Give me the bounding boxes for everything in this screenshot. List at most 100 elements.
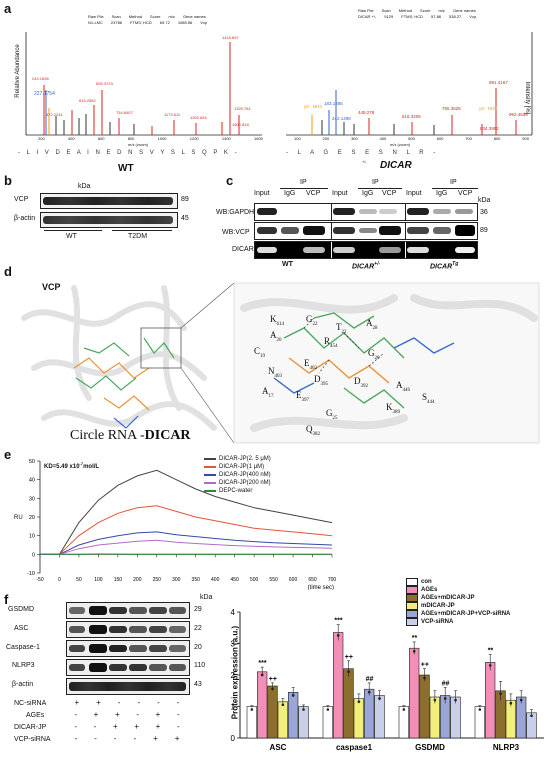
- spr-plot: -10 0 10 20 30 40 50 -50 0 50 100 150 200 250 300 350 40…: [27, 459, 336, 590]
- data-point: [302, 708, 305, 711]
- bar-ytick-label: 4: [231, 608, 236, 617]
- residue-label: K389: [386, 402, 400, 415]
- panel-c-ip-header: IP: [450, 179, 457, 186]
- panel-f-kda-nlrp3: 110: [194, 662, 206, 669]
- treat-sign: +: [114, 710, 120, 719]
- docking-illustration: [21, 282, 540, 444]
- bar-ytick-label: 2: [231, 671, 236, 680]
- xtick: 1000: [157, 136, 167, 141]
- spr-xtick-label: 0: [58, 577, 61, 583]
- xtick: 300: [351, 136, 358, 141]
- legend-text: AGEs+mDICAR-JP: [421, 595, 475, 601]
- treat-sign: -: [133, 734, 137, 743]
- legend-text: AGEs: [421, 587, 438, 593]
- group-sup: +/-: [374, 261, 381, 267]
- spr-xtick-label: 500: [250, 577, 259, 583]
- header-value: FTMS; HCD: [401, 14, 424, 19]
- data-point: [250, 708, 254, 711]
- lane-vcp: VCP: [382, 190, 397, 197]
- spectrum-left-title: WT: [118, 163, 134, 174]
- treat-sign: +: [174, 734, 180, 743]
- data-point: [478, 708, 482, 711]
- legend-swatch: [406, 594, 418, 602]
- residue-label: S444: [422, 392, 435, 405]
- residue-label: N403: [268, 366, 282, 379]
- legend-item: DICAR-JP(1 μM): [204, 463, 271, 471]
- peak-label: 962.4538: [509, 112, 528, 117]
- spr-kd-label: KD=5.49 x10-7mol/L: [44, 461, 100, 470]
- xtick: 200: [322, 136, 330, 141]
- spectrum-right: Raw File Scan Method Score m/z Gene name…: [280, 8, 550, 174]
- treat-sign: +: [134, 722, 139, 731]
- bar-category-label: NLRP3: [493, 743, 520, 752]
- xtick: 500: [408, 136, 415, 141]
- panel-f-row-nlrp3: NLRP3: [12, 662, 35, 669]
- treat-sign: -: [74, 710, 77, 719]
- panel-c-row-gapdh: WB:GAPDH: [216, 209, 255, 216]
- peak-label: 449.278: [358, 110, 375, 115]
- panel-e-label: e: [4, 447, 12, 462]
- panel-d-label: d: [4, 264, 12, 279]
- significance-marker: **: [488, 648, 494, 655]
- panel-f-row-gsdmd: GSDMD: [8, 606, 35, 613]
- spr-ytick-label: 30: [29, 496, 35, 502]
- panel-c-kda-header: kDa: [478, 197, 491, 204]
- peak-label: 1173.611: [164, 112, 181, 117]
- panel-f-blot-asc: [66, 621, 190, 638]
- header-label: Raw File: [358, 8, 374, 13]
- data-point: [402, 708, 406, 711]
- spr-xtick-label: 600: [289, 577, 298, 583]
- lane-input: Input: [406, 190, 422, 197]
- caption-bold: DICAR: [144, 428, 191, 443]
- bar: [288, 692, 299, 739]
- significance-marker: ++: [269, 676, 277, 683]
- residue-label: E397: [296, 390, 309, 403]
- treat-sign: +: [153, 734, 158, 743]
- panel-c-group-dicar-tg: DICARTg: [430, 261, 458, 270]
- treat-row: - - + + + -: [66, 722, 188, 734]
- xtick: 1600: [254, 136, 263, 141]
- spectrum-left-plot: 244.1656 227.1754 659.3723 372.2241 616.…: [25, 32, 262, 136]
- spr-ytick-label: 50: [29, 459, 35, 465]
- bar: [419, 674, 430, 739]
- spr-ylabel: RU: [14, 515, 23, 521]
- panel-c-blot-vcp: [254, 222, 478, 240]
- spectrum-left-xlabel: m/z (zoom): [128, 142, 148, 147]
- spr-xtick-label: 100: [94, 577, 103, 583]
- panel-f-kda-header: kDa: [200, 594, 213, 601]
- residue-label: R454: [324, 336, 338, 349]
- data-point: [423, 676, 426, 680]
- bar-legend: con AGEs AGEs+mDICAR-JP mDICAR-JP AGEs+mDICA…: [406, 578, 510, 626]
- residue-label: A17: [262, 386, 274, 399]
- spectrum-right-peaks: [311, 88, 517, 135]
- data-point: [291, 694, 295, 697]
- spectrum-right-sequence: - L A G E S E S N L R -: [286, 150, 440, 156]
- bar-category-label: ASC: [270, 743, 287, 752]
- spr-xtick-label: 50: [76, 577, 82, 583]
- peak-label: 1302.654: [190, 115, 207, 120]
- panel-b-kda-vcp: 89: [181, 196, 189, 203]
- lane-vcp: VCP: [458, 190, 473, 197]
- bar: [343, 668, 354, 739]
- xtick: 200: [38, 136, 45, 141]
- peak-label: 242.1498: [332, 116, 351, 121]
- panel-c-group-dicar-het: DICAR+/-: [352, 261, 380, 270]
- spectrum-right-header-values: DICAR +/- 5129 FTMS; HCD 57.86 538.27 Vc…: [358, 14, 548, 19]
- spectrum-right-title: DICAR: [380, 160, 412, 171]
- header-label: Method: [128, 14, 143, 19]
- spr-xtick-label: 650: [308, 577, 317, 583]
- panel-b-group-wt: WT: [66, 233, 77, 240]
- panel-c-ip-header: IP: [300, 179, 307, 186]
- peak-label: 754.6407: [116, 110, 133, 115]
- data-point: [367, 690, 371, 694]
- residue-label: D392: [354, 376, 368, 389]
- panel-f-blot-gsdmd: [66, 602, 190, 619]
- header-value: Vcp: [200, 20, 208, 25]
- legend-swatch: [406, 578, 418, 586]
- treat-sign: -: [94, 734, 97, 743]
- lane-igg: IgG: [284, 190, 296, 197]
- legend-text: DICAR-JP(1 μM): [219, 464, 265, 470]
- panel-b-label: b: [4, 173, 12, 188]
- header-label: Scan: [111, 14, 121, 19]
- data-point: [499, 692, 502, 696]
